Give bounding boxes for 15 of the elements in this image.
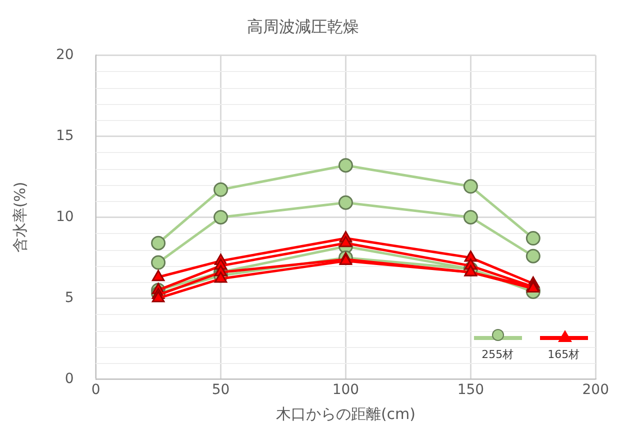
legend-label: 165材 xyxy=(548,347,580,362)
legend-label: 255材 xyxy=(482,347,514,362)
x-axis-title: 木口からの距離(cm) xyxy=(276,404,416,423)
x-tick-label: 50 xyxy=(212,382,230,398)
x-tick-label: 100 xyxy=(332,382,360,398)
y-tick-label: 0 xyxy=(64,370,74,387)
x-tick-label: 150 xyxy=(457,382,484,398)
y-axis-title: 含水率(%) xyxy=(10,182,29,253)
x-tick-label: 200 xyxy=(582,382,610,398)
y-tick-label: 10 xyxy=(56,208,74,225)
x-tick-label: 0 xyxy=(91,382,100,398)
y-tick-label: 5 xyxy=(64,290,74,306)
y-tick-label: 15 xyxy=(56,128,74,144)
chart-title: 高周波減圧乾燥 xyxy=(247,16,359,36)
y-tick-label: 20 xyxy=(56,46,74,63)
